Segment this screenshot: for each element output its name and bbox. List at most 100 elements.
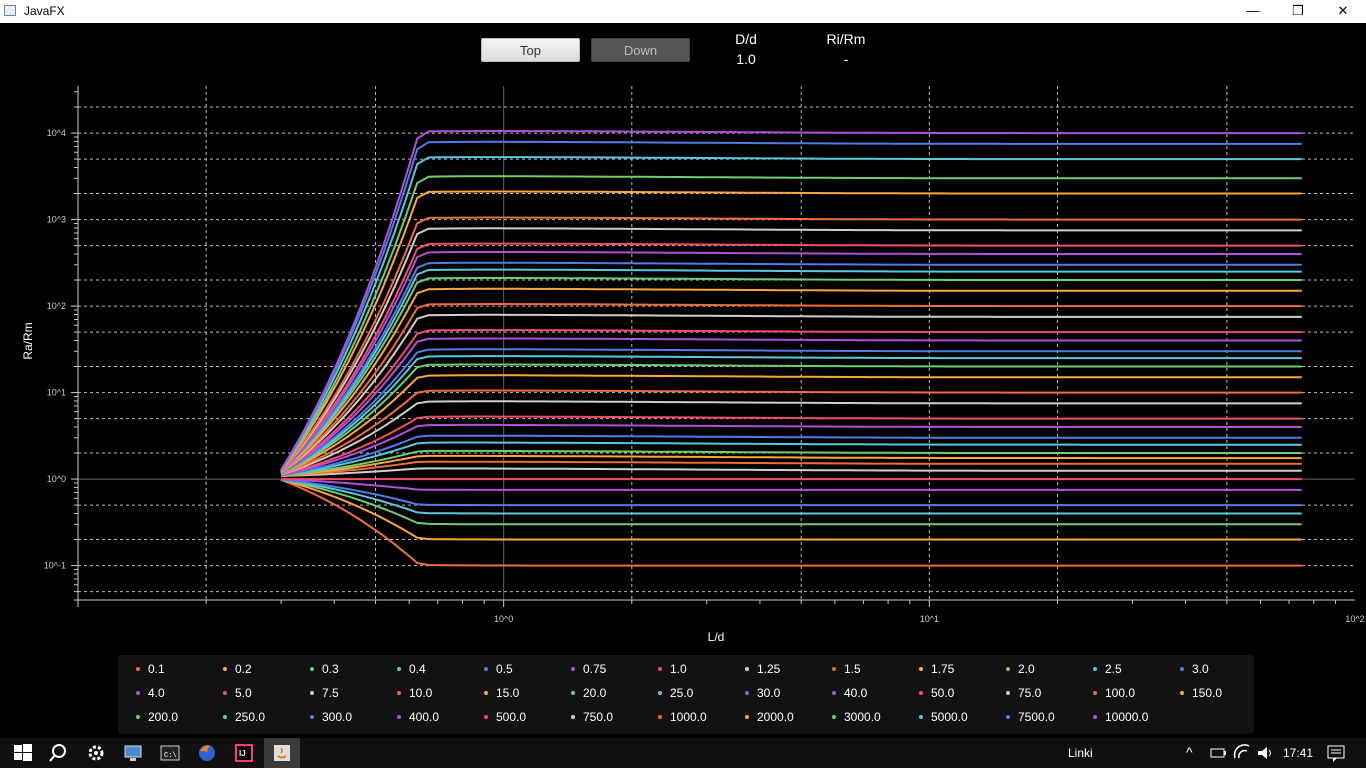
legend-symbol	[1006, 714, 1010, 719]
dd-label: D/d	[735, 31, 757, 47]
legend-item-25.0: 25.0	[658, 684, 693, 702]
legend-item-0.1: 0.1	[136, 660, 165, 678]
notification-icon[interactable]	[1325, 742, 1347, 764]
legend-symbol	[1093, 714, 1097, 719]
legend-label: 10.0	[409, 686, 433, 700]
legend-label: 5.0	[235, 686, 252, 700]
legend-symbol	[1180, 690, 1184, 695]
legend-item-3.0: 3.0	[1180, 660, 1209, 678]
series-line-75.0	[280, 313, 1302, 474]
x-axis-label: L/d	[708, 630, 725, 644]
legend-item-40.0: 40.0	[832, 684, 867, 702]
legend-item-1.5: 1.5	[832, 660, 861, 678]
series-line-0.75	[281, 478, 1302, 491]
minimize-button[interactable]: —	[1246, 3, 1260, 18]
legend-symbol	[832, 690, 836, 695]
series-line-250.0	[280, 268, 1302, 473]
legend-symbol	[745, 666, 749, 671]
legend-label: 100.0	[1105, 686, 1136, 700]
legend-symbol	[310, 714, 314, 719]
legend-item-750.0: 750.0	[571, 708, 613, 726]
legend-label: 1.0	[670, 662, 687, 676]
series-line-30.0	[280, 348, 1302, 475]
search-icon[interactable]	[47, 742, 69, 764]
legend-item-50.0: 50.0	[919, 684, 954, 702]
links-toolbar-label[interactable]: Linki	[1068, 746, 1093, 760]
legend-item-0.5: 0.5	[484, 660, 513, 678]
wifi-icon[interactable]	[1232, 742, 1254, 764]
legend-item-30.0: 30.0	[745, 684, 780, 702]
legend-symbol	[919, 666, 923, 671]
chart-legend: 0.1 0.2 0.3 0.4 0.5 0.75 1.0 1.25 1.5 1.75 2.0 2.5 3…	[118, 655, 1254, 734]
y-axis-label: Ra/Rm	[21, 322, 35, 359]
legend-symbol	[484, 666, 488, 671]
battery-icon[interactable]	[1207, 742, 1229, 764]
legend-label: 25.0	[670, 686, 694, 700]
legend-symbol	[136, 714, 140, 719]
legend-item-1.75: 1.75	[919, 660, 954, 678]
y-tick-label: 10^4	[47, 128, 66, 138]
legend-item-5.0: 5.0	[223, 684, 252, 702]
series-line-2000.0	[280, 190, 1302, 472]
series-line-20.0	[280, 363, 1302, 475]
firefox-icon[interactable]	[196, 742, 218, 764]
legend-item-0.75: 0.75	[571, 660, 606, 678]
windows-start-icon[interactable]	[12, 742, 34, 764]
top-button[interactable]: Top	[481, 38, 580, 62]
legend-symbol	[397, 690, 401, 695]
java-icon[interactable]	[271, 742, 293, 764]
legend-symbol	[658, 714, 662, 719]
legend-symbol	[310, 666, 314, 671]
volume-icon[interactable]	[1255, 742, 1277, 764]
chart-axes: 10^0 10^1 10^2 10^-1 10^0 10^1 10^2 10^3 10^4	[44, 86, 1365, 624]
legend-symbol	[745, 714, 749, 719]
down-button[interactable]: Down	[591, 38, 690, 62]
legend-item-500.0: 500.0	[484, 708, 526, 726]
legend-symbol	[1093, 666, 1097, 671]
legend-symbol	[658, 666, 662, 671]
series-line-4.0	[280, 423, 1302, 477]
legend-item-0.3: 0.3	[310, 660, 339, 678]
legend-item-20.0: 20.0	[571, 684, 606, 702]
legend-symbol	[1006, 666, 1010, 671]
close-button[interactable]: ✕	[1337, 3, 1349, 18]
legend-label: 500.0	[496, 710, 527, 724]
legend-symbol	[1093, 690, 1097, 695]
legend-label: 75.0	[1018, 686, 1042, 700]
legend-label: 0.5	[496, 662, 513, 676]
toolbar: Top Down D/d 1.0 Ri/Rm -	[0, 23, 1366, 83]
legend-label: 50.0	[931, 686, 955, 700]
terminal-icon[interactable]: C:\	[159, 742, 181, 764]
legend-item-1.25: 1.25	[745, 660, 780, 678]
series-line-300.0	[280, 261, 1302, 473]
legend-symbol	[223, 666, 227, 671]
series-line-3.0	[280, 434, 1302, 477]
series-line-3000.0	[280, 175, 1302, 472]
legend-label: 3.0	[1192, 662, 1209, 676]
legend-item-5000.0: 5000.0	[919, 708, 968, 726]
x-tick-label: 10^0	[494, 614, 513, 624]
legend-item-3000.0: 3000.0	[832, 708, 881, 726]
legend-symbol	[919, 690, 923, 695]
legend-label: 40.0	[844, 686, 868, 700]
legend-label: 1.5	[844, 662, 861, 676]
legend-item-1000.0: 1000.0	[658, 708, 707, 726]
monitor-app-icon[interactable]	[122, 742, 144, 764]
legend-symbol	[832, 666, 836, 671]
legend-item-10.0: 10.0	[397, 684, 432, 702]
x-tick-label: 10^1	[920, 614, 939, 624]
legend-label: 7500.0	[1018, 710, 1055, 724]
intellij-icon[interactable]: IJ	[233, 742, 255, 764]
maximize-button[interactable]: ❒	[1292, 3, 1304, 18]
chevron-up-icon[interactable]: ^	[1186, 744, 1193, 760]
series-line-25.0	[280, 355, 1302, 475]
legend-item-2.5: 2.5	[1093, 660, 1122, 678]
legend-label: 15.0	[496, 686, 520, 700]
dd-value: 1.0	[736, 51, 756, 67]
legend-label: 10000.0	[1105, 710, 1149, 724]
legend-symbol	[1180, 666, 1184, 671]
gear-icon[interactable]	[85, 742, 107, 764]
chart-series	[280, 130, 1302, 567]
legend-label: 250.0	[235, 710, 266, 724]
series-line-10000.0	[280, 130, 1302, 471]
